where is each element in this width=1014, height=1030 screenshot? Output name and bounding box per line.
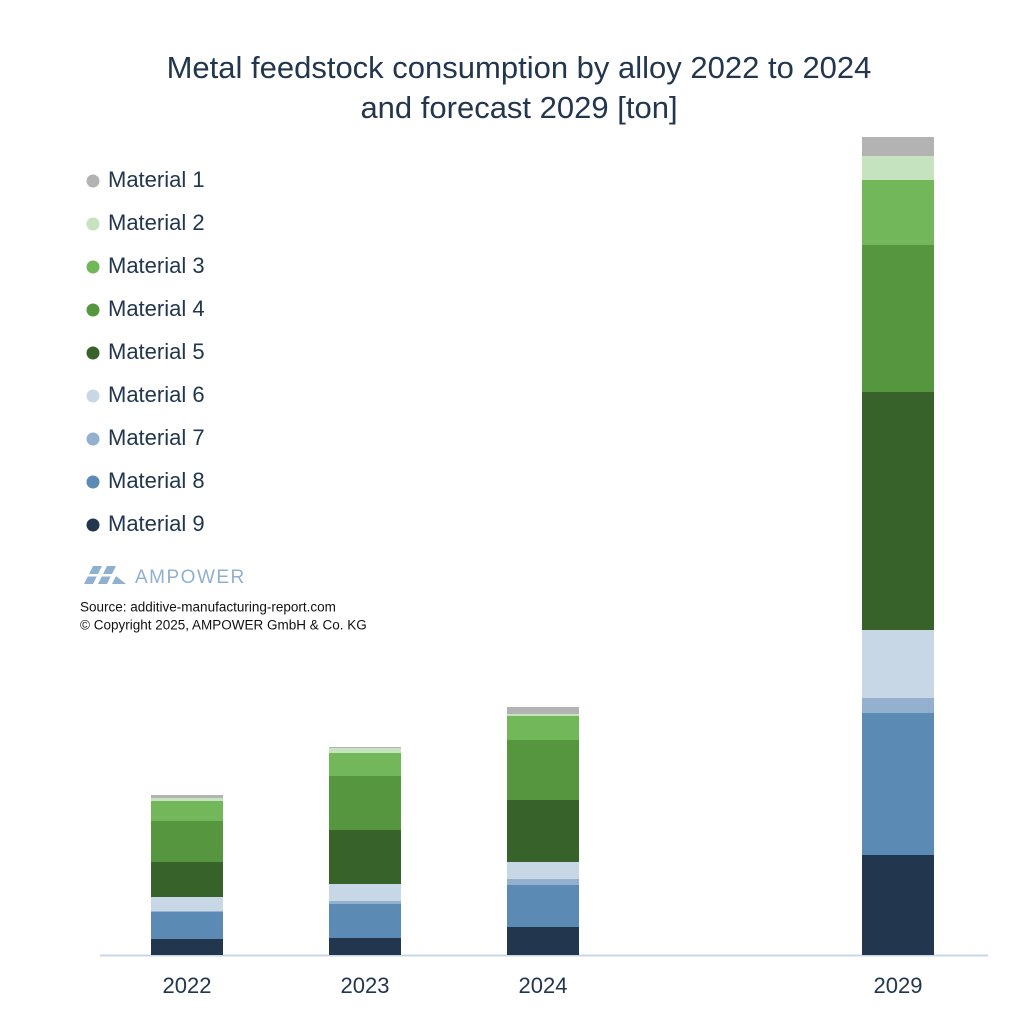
bar-segment	[151, 897, 223, 911]
legend-label: Material 5	[108, 339, 205, 364]
bar-segment	[151, 801, 223, 821]
bar-segment	[329, 753, 401, 776]
bar-segment	[507, 927, 579, 955]
bar-segment	[507, 740, 579, 800]
bar-segment	[862, 713, 934, 855]
bar-segment	[151, 798, 223, 801]
chart-title: Metal feedstock consumption by alloy 202…	[167, 50, 872, 85]
legend-label: Material 6	[108, 382, 205, 407]
bar-segment	[862, 245, 934, 392]
bar-segment	[329, 830, 401, 884]
bar-segment	[151, 912, 223, 939]
bar-segment	[329, 748, 401, 753]
bar-segment	[507, 800, 579, 862]
bar-segment	[151, 795, 223, 798]
bar-segment	[862, 156, 934, 180]
copyright: © Copyright 2025, AMPOWER GmbH & Co. KG	[80, 618, 367, 633]
source: Source: additive-manufacturing-report.co…	[80, 600, 336, 615]
bar-segment	[151, 862, 223, 897]
legend-label: Material 8	[108, 468, 205, 493]
bar-segment	[329, 938, 401, 955]
bar-segment	[329, 747, 401, 748]
logo-text: AMPOWER	[135, 567, 246, 588]
legend-marker	[86, 432, 100, 446]
legend-label: Material 9	[108, 511, 205, 536]
legend-label: Material 7	[108, 425, 205, 450]
bar-segment	[151, 911, 223, 912]
chart-title: and forecast 2029 [ton]	[360, 90, 677, 125]
bar-segment	[507, 862, 579, 879]
legend-marker	[86, 260, 100, 274]
legend-marker	[86, 217, 100, 231]
legend-marker	[86, 174, 100, 188]
legend-marker	[86, 389, 100, 403]
x-tick-label: 2029	[874, 973, 923, 998]
bar-segment	[151, 939, 223, 955]
bar-segment	[329, 776, 401, 830]
bar-segment	[507, 716, 579, 740]
bar-segment	[862, 698, 934, 713]
legend-marker	[86, 475, 100, 489]
bar-segment	[151, 821, 223, 862]
x-tick-label: 2024	[519, 973, 568, 998]
legend-marker	[86, 346, 100, 360]
bar-segment	[329, 884, 401, 901]
x-tick-label: 2023	[341, 973, 390, 998]
bar-segment	[862, 137, 934, 156]
legend-marker	[86, 518, 100, 532]
bar-segment	[862, 855, 934, 955]
bar-segment	[862, 180, 934, 245]
legend-label: Material 3	[108, 253, 205, 278]
bar-segment	[862, 392, 934, 630]
bar-segment	[507, 885, 579, 927]
bar-segment	[507, 707, 579, 714]
bar-segment	[329, 901, 401, 904]
bar-segment	[862, 630, 934, 698]
legend-label: Material 2	[108, 210, 205, 235]
bar-segment	[329, 904, 401, 938]
legend-label: Material 1	[108, 167, 205, 192]
bar-segment	[507, 714, 579, 716]
bar-segment	[507, 879, 579, 885]
legend-marker	[86, 303, 100, 317]
legend-label: Material 4	[108, 296, 205, 321]
x-tick-label: 2022	[163, 973, 212, 998]
logo-icon	[84, 566, 126, 584]
